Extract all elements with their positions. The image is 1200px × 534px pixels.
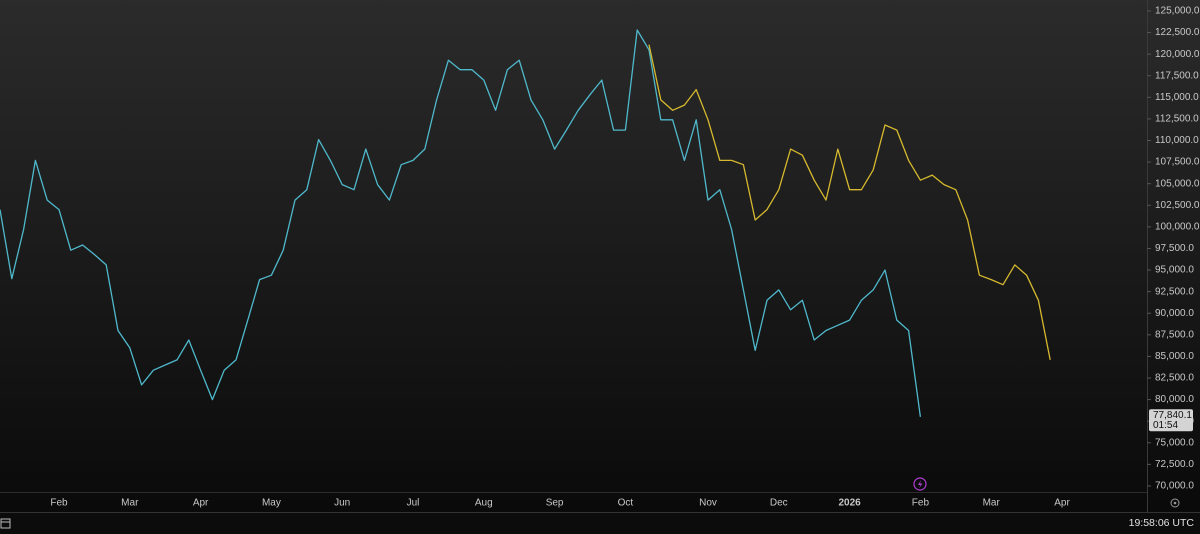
event-ring	[913, 477, 927, 491]
y-tick-label: 117,500.0	[1155, 70, 1199, 81]
x-tick-label: Nov	[699, 498, 717, 509]
event-icon[interactable]	[913, 477, 927, 491]
price-line	[0, 29, 922, 417]
x-tick-label: Mar	[121, 498, 139, 509]
y-tick-label: 100,000.0	[1155, 222, 1200, 233]
event-bolt	[918, 480, 923, 489]
y-tick-label: 72,500.0	[1155, 459, 1194, 470]
x-tick-label: Sep	[546, 498, 564, 509]
x-tick-label: 2026	[838, 498, 861, 509]
bottom-bar	[0, 512, 1200, 534]
y-tick-label: 105,000.0	[1155, 178, 1200, 189]
y-tick-label: 80,000.0	[1155, 394, 1194, 405]
clock: 19:58:06 UTC	[1129, 517, 1195, 529]
y-tick-label: 75,000.0	[1155, 437, 1194, 448]
price-line	[648, 44, 1051, 361]
y-tick-label: 87,500.0	[1155, 329, 1194, 340]
x-tick-label: Feb	[50, 498, 68, 509]
calendar-frame	[0, 518, 11, 529]
y-tick-label: 120,000.0	[1155, 49, 1200, 60]
x-tick-label: Oct	[618, 498, 634, 509]
plot-background	[0, 0, 1200, 512]
x-tick-label: Dec	[770, 498, 788, 509]
y-tick-label: 82,500.0	[1155, 373, 1194, 384]
x-tick-label: Feb	[912, 498, 930, 509]
y-tick-label: 102,500.0	[1155, 200, 1200, 211]
y-tick-label: 97,500.0	[1155, 243, 1194, 254]
x-tick-label: Jun	[334, 498, 350, 509]
y-tick-label: 125,000.0	[1155, 6, 1200, 17]
y-tick-label: 90,000.0	[1155, 308, 1194, 319]
y-tick-label: 107,500.0	[1155, 157, 1200, 168]
x-tick-label: Apr	[193, 498, 209, 509]
y-tick-label: 70,000.0	[1155, 481, 1194, 492]
price-tag-label: 77,840.1	[1153, 410, 1192, 421]
y-tick-label: 85,000.0	[1155, 351, 1194, 362]
y-tick-label: 115,000.0	[1155, 92, 1199, 103]
y-tick-label: 95,000.0	[1155, 265, 1194, 276]
calendar-icon[interactable]	[0, 518, 11, 529]
x-tick-label: Apr	[1054, 498, 1070, 509]
y-tick-label: 112,500.0	[1155, 114, 1199, 125]
settings-ring	[1170, 498, 1180, 508]
y-tick-label: 110,000.0	[1155, 135, 1199, 146]
y-tick-label: 122,500.0	[1155, 27, 1200, 38]
x-tick-label: Mar	[983, 498, 1001, 509]
x-tick-label: May	[262, 498, 281, 509]
x-tick-label: Aug	[475, 498, 493, 509]
x-tick-label: Jul	[407, 498, 420, 509]
settings-dot	[1173, 501, 1177, 505]
countdown: 01:54	[1153, 420, 1178, 431]
price-tag	[1149, 409, 1193, 432]
settings-icon[interactable]	[1170, 498, 1180, 508]
y-tick-label: 92,500.0	[1155, 286, 1194, 297]
